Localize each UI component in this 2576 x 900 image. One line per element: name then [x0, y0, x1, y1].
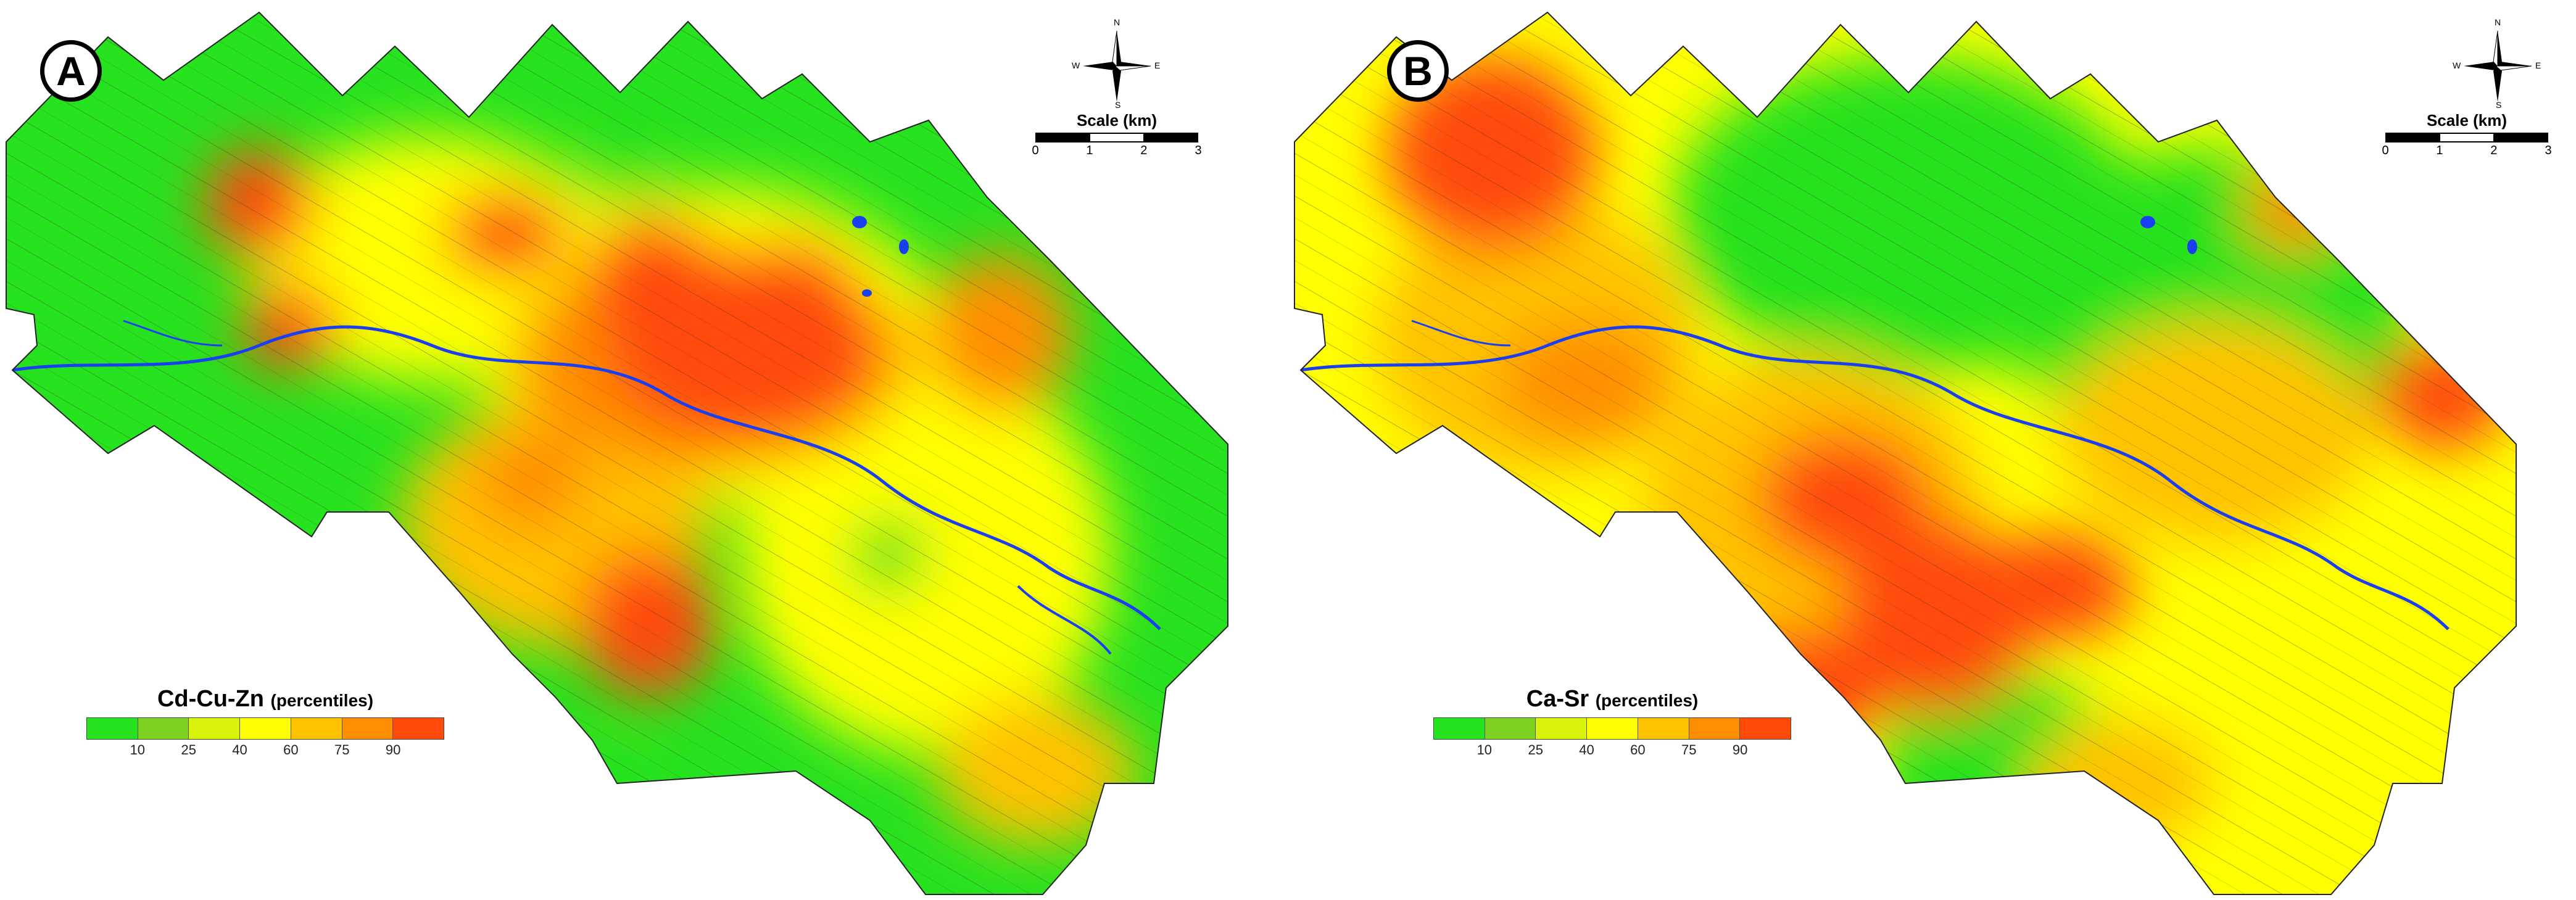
legend-title-sub: (percentiles) [270, 691, 374, 710]
legend-swatch [189, 718, 241, 739]
scale-tick: 1 [2436, 144, 2443, 157]
scale-bar: Scale (km) 0 1 2 3 [2380, 111, 2553, 159]
legend-title-sub: (percentiles) [1595, 691, 1699, 710]
legend-tick: 25 [1528, 742, 1543, 758]
scale-tick: 3 [2545, 144, 2552, 157]
scale-tick: 2 [1140, 144, 1148, 157]
legend-swatch [87, 718, 138, 739]
legend-tick: 75 [334, 742, 350, 758]
legend-tick: 90 [385, 742, 401, 758]
map-panel-b: B N S W E Scale (km) 0 1 2 3 Ca-Sr [1288, 0, 2576, 900]
panel-label-b: B [1387, 40, 1449, 102]
scale-tick: 3 [1195, 144, 1202, 157]
legend-swatch [393, 718, 444, 739]
panel-label-a: A [40, 40, 102, 102]
legend-tick: 40 [232, 742, 247, 758]
legend-tick: 40 [1579, 742, 1594, 758]
legend-swatch [1689, 718, 1741, 739]
compass-rose-icon: N S W E [1072, 17, 1161, 110]
legend-swatch [1638, 718, 1689, 739]
legend-swatch [138, 718, 189, 739]
legend-color-bar [1433, 717, 1791, 740]
legend-title-a: Cd-Cu-Zn (percentiles) [86, 686, 444, 712]
compass-north: N [2495, 17, 2501, 27]
legend-swatch [1740, 718, 1791, 739]
compass-south: S [1115, 100, 1121, 110]
legend-tick: 60 [1630, 742, 1646, 758]
compass-east: E [1154, 60, 1161, 70]
lake-shape [852, 216, 867, 228]
compass-west: W [2453, 60, 2461, 70]
compass-north: N [1114, 17, 1120, 27]
legend-swatch [1536, 718, 1588, 739]
legend-swatch [291, 718, 342, 739]
legend-title-b: Ca-Sr (percentiles) [1433, 686, 1791, 712]
legend-color-bar [86, 717, 444, 740]
legend-tick: 90 [1732, 742, 1748, 758]
legend-swatch [1485, 718, 1536, 739]
map-panel-a: A N S W E Scale (km) 0 1 2 3 Cd-Cu [6, 11, 1228, 895]
scale-title: Scale (km) [1076, 111, 1158, 130]
legend-tick: 10 [130, 742, 146, 758]
lake-shape [2140, 216, 2155, 228]
compass-east: E [2535, 60, 2541, 70]
scale-tick: 0 [1032, 144, 1039, 157]
scale-tick: 2 [2490, 144, 2498, 157]
legend-title-main: Cd-Cu-Zn [157, 686, 264, 712]
legend-b: Ca-Sr (percentiles) 10 25 40 60 75 90 [1433, 686, 1791, 758]
river-line [12, 325, 1161, 630]
legend-swatch [1587, 718, 1638, 739]
legend-tick: 25 [181, 742, 196, 758]
scale-tick: 1 [1086, 144, 1093, 157]
legend-swatch [1434, 718, 1485, 739]
river-line [1300, 325, 2450, 630]
legend-tick: 75 [1681, 742, 1697, 758]
legend-tick: 10 [1476, 742, 1493, 758]
legend-a: Cd-Cu-Zn (percentiles) 10 25 40 60 75 90 [86, 686, 444, 758]
legend-swatch [342, 718, 394, 739]
compass-rose-icon: N S W E [2453, 17, 2541, 110]
heatmap-map-b [1294, 11, 2517, 895]
scale-tick: 0 [2382, 144, 2389, 157]
compass-south: S [2496, 100, 2502, 110]
legend-swatch [240, 718, 291, 739]
compass-west: W [1072, 60, 1080, 70]
scale-title: Scale (km) [2426, 111, 2508, 130]
legend-title-main: Ca-Sr [1526, 686, 1589, 712]
scale-bar: Scale (km) 0 1 2 3 [1030, 111, 1203, 159]
heatmap-map-a [6, 11, 1228, 895]
legend-tick: 60 [283, 742, 299, 758]
